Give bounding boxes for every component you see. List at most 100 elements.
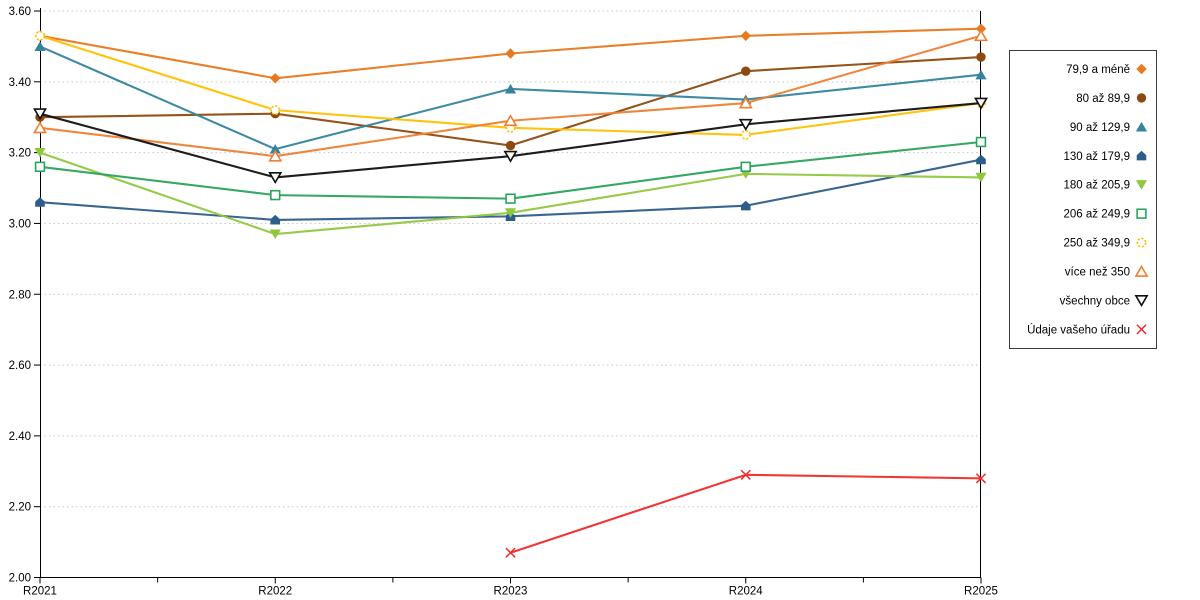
legend-item-vsechny-obce: všechny obce bbox=[1060, 295, 1149, 308]
data-point-marker bbox=[1136, 93, 1147, 103]
data-point-marker bbox=[34, 148, 46, 158]
data-point-marker bbox=[1135, 180, 1148, 190]
data-point-marker bbox=[741, 66, 751, 76]
series-line-udaje-vaseho-uradu bbox=[510, 473, 982, 554]
data-point-marker bbox=[738, 96, 753, 109]
data-point-marker bbox=[270, 73, 281, 84]
data-point-marker bbox=[976, 52, 986, 62]
y-tick-label: 2.00 bbox=[9, 573, 31, 585]
legend-label: 206 až 249,9 bbox=[1063, 209, 1130, 221]
data-point-marker bbox=[740, 161, 751, 172]
series-vice-nez-350 bbox=[33, 29, 988, 162]
data-point-marker bbox=[1134, 295, 1149, 308]
y-tick-label: 3.20 bbox=[9, 148, 31, 160]
data-point-marker bbox=[740, 129, 751, 140]
data-point-marker bbox=[975, 69, 987, 80]
y-tick-label: 2.20 bbox=[9, 502, 31, 514]
data-point-marker bbox=[1134, 264, 1149, 277]
legend-item-180-az-205-9: 180 až 205,9 bbox=[1063, 180, 1148, 192]
data-point-marker bbox=[503, 150, 518, 163]
data-point-marker bbox=[268, 149, 283, 162]
axes: 3.603.403.203.002.802.602.402.202.00R202… bbox=[9, 6, 998, 598]
y-tick-label: 2.80 bbox=[9, 289, 31, 301]
x-tick-label: R2025 bbox=[964, 586, 998, 598]
x-tick-label: R2021 bbox=[23, 586, 57, 598]
series-udaje-vaseho-uradu bbox=[505, 469, 987, 558]
series-180-az-205-9 bbox=[34, 148, 987, 240]
data-point-marker bbox=[269, 144, 281, 154]
legend-item-130-az-179-9: 130 až 179,9 bbox=[1063, 150, 1147, 163]
data-point-marker bbox=[268, 172, 283, 184]
legend-item-90-az-129-9: 90 až 129,9 bbox=[1070, 121, 1148, 134]
legend-label: 130 až 179,9 bbox=[1063, 151, 1130, 163]
data-point-marker bbox=[1136, 208, 1147, 219]
data-point-marker bbox=[1135, 121, 1148, 132]
legend-label: více než 350 bbox=[1065, 267, 1130, 279]
data-point-marker bbox=[34, 161, 46, 172]
y-tick-label: 3.40 bbox=[9, 77, 31, 89]
legend-item-vice-nez-350: více než 350 bbox=[1065, 264, 1149, 279]
legend-label: všechny obce bbox=[1060, 295, 1130, 307]
legend-item-79-9-a-mene: 79,9 a méně bbox=[1066, 63, 1147, 76]
data-point-marker bbox=[34, 41, 46, 52]
data-point-marker bbox=[33, 108, 47, 121]
series-line-180-az-205-9 bbox=[39, 151, 982, 236]
data-point-marker bbox=[740, 200, 751, 211]
legend-label: 250 až 349,9 bbox=[1063, 238, 1130, 250]
y-tick-label: 3.00 bbox=[9, 218, 31, 230]
data-point-marker bbox=[504, 208, 517, 218]
series-206-az-249-9 bbox=[34, 136, 987, 204]
x-tick-label: R2023 bbox=[494, 586, 528, 598]
x-tick-label: R2024 bbox=[729, 586, 763, 598]
data-point-marker bbox=[975, 473, 987, 484]
data-point-marker bbox=[975, 172, 987, 183]
data-point-marker bbox=[975, 136, 987, 148]
data-point-marker bbox=[270, 214, 281, 225]
y-tick-label: 2.60 bbox=[9, 360, 31, 372]
data-point-marker bbox=[1136, 237, 1147, 248]
series-line-80-az-89-9 bbox=[39, 55, 982, 147]
data-point-marker bbox=[505, 193, 516, 204]
data-point-marker bbox=[503, 114, 518, 127]
legend-label: 90 až 129,9 bbox=[1070, 122, 1130, 134]
data-point-marker bbox=[738, 118, 753, 131]
data-point-marker bbox=[270, 105, 281, 116]
data-point-marker bbox=[1136, 324, 1147, 335]
data-point-marker bbox=[33, 121, 47, 134]
data-point-marker bbox=[270, 189, 281, 201]
data-point-marker bbox=[974, 29, 988, 42]
data-point-marker bbox=[740, 469, 751, 480]
y-tick-label: 2.40 bbox=[9, 431, 31, 443]
legend-item-250-az-349-9: 250 až 349,9 bbox=[1063, 237, 1147, 250]
legend-label: 79,9 a méně bbox=[1066, 64, 1130, 76]
gridlines bbox=[40, 10, 981, 508]
x-tick-label: R2022 bbox=[258, 586, 292, 598]
data-point-marker bbox=[35, 197, 45, 207]
data-point-marker bbox=[269, 229, 281, 240]
data-point-marker bbox=[1136, 63, 1147, 75]
data-point-marker bbox=[976, 154, 986, 165]
legend: 79,9 a méně 80 až 89,9 90 až 129,9 130 až 1… bbox=[1009, 50, 1157, 349]
legend-item-udaje-vaseho-uradu: Údaje vašeho úřadu bbox=[1027, 323, 1147, 336]
data-point-marker bbox=[34, 30, 45, 41]
data-point-marker bbox=[505, 48, 516, 59]
y-tick-label: 3.60 bbox=[9, 6, 31, 18]
data-point-marker bbox=[974, 97, 988, 110]
legend-item-206-az-249-9: 206 až 249,9 bbox=[1063, 208, 1147, 221]
legend-box bbox=[1009, 50, 1157, 349]
series-80-az-89-9 bbox=[35, 52, 986, 151]
data-point-marker bbox=[740, 30, 751, 41]
legend-label: Údaje vašeho úřadu bbox=[1027, 323, 1130, 336]
data-point-marker bbox=[505, 547, 516, 558]
series-vsechny-obce bbox=[33, 97, 988, 184]
legend-label: 180 až 205,9 bbox=[1063, 180, 1130, 192]
data-point-marker bbox=[975, 23, 987, 34]
data-point-marker bbox=[1136, 150, 1147, 161]
series-line-206-az-249-9 bbox=[39, 140, 982, 200]
data-point-marker bbox=[504, 83, 517, 94]
data-point-marker bbox=[505, 140, 516, 151]
legend-label: 80 až 89,9 bbox=[1076, 93, 1130, 105]
legend-item-80-az-89-9: 80 až 89,9 bbox=[1076, 93, 1147, 105]
